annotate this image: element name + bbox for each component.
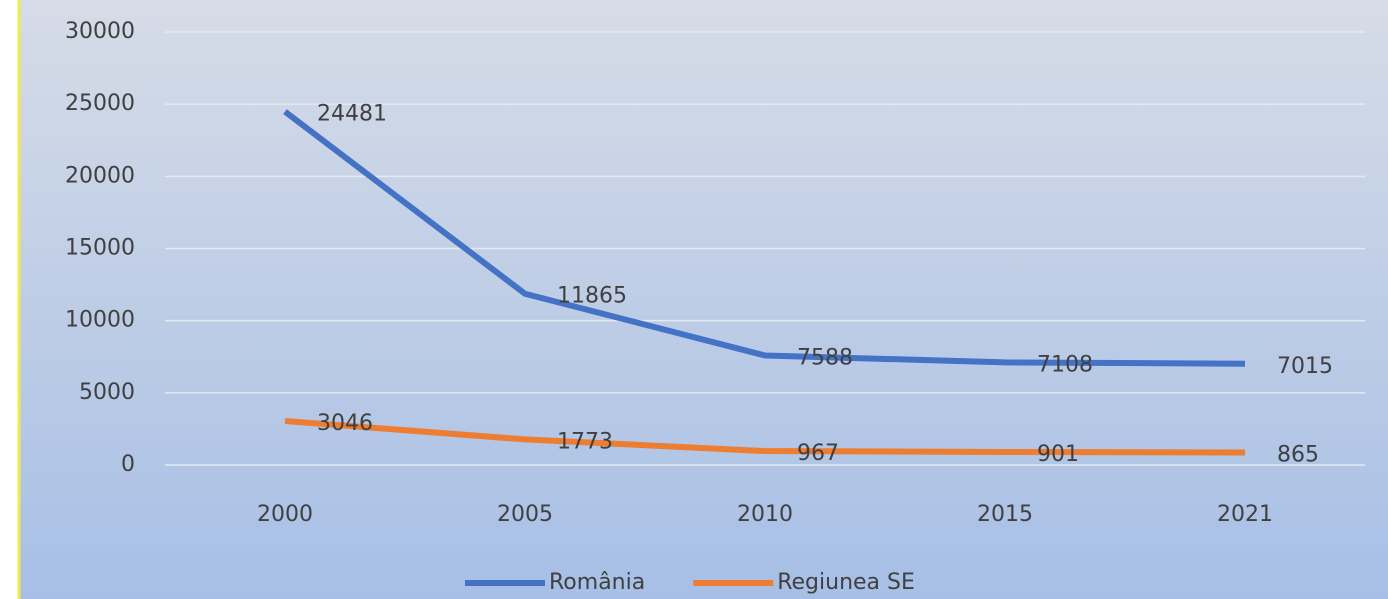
x-tick-label: 2005 <box>497 502 553 527</box>
data-label: 7015 <box>1277 354 1333 379</box>
data-label: 865 <box>1277 443 1319 468</box>
data-label: 967 <box>797 441 839 466</box>
series-line <box>283 109 1246 367</box>
x-tick-label: 2021 <box>1217 502 1273 527</box>
x-tick-label: 2015 <box>977 502 1033 527</box>
data-label: 7588 <box>797 345 853 370</box>
series-line <box>284 418 1246 456</box>
x-tick-label: 2000 <box>257 502 313 527</box>
x-tick-label: 2010 <box>737 502 793 527</box>
y-tick-label: 5000 <box>79 380 135 405</box>
data-label: 3046 <box>317 411 373 436</box>
y-tick-label: 25000 <box>65 91 135 116</box>
data-label: 901 <box>1037 442 1079 467</box>
y-tick-label: 0 <box>121 452 135 477</box>
legend-label: România <box>549 570 645 595</box>
data-label: 1773 <box>557 429 613 454</box>
y-tick-label: 20000 <box>65 163 135 188</box>
y-tick-label: 15000 <box>65 236 135 261</box>
data-label: 7108 <box>1037 352 1093 377</box>
y-tick-label: 30000 <box>65 19 135 44</box>
chart-background <box>20 0 1388 599</box>
y-tick-label: 10000 <box>65 308 135 333</box>
data-label: 11865 <box>557 284 627 309</box>
data-label: 24481 <box>317 102 387 127</box>
legend-label: Regiunea SE <box>777 570 915 595</box>
